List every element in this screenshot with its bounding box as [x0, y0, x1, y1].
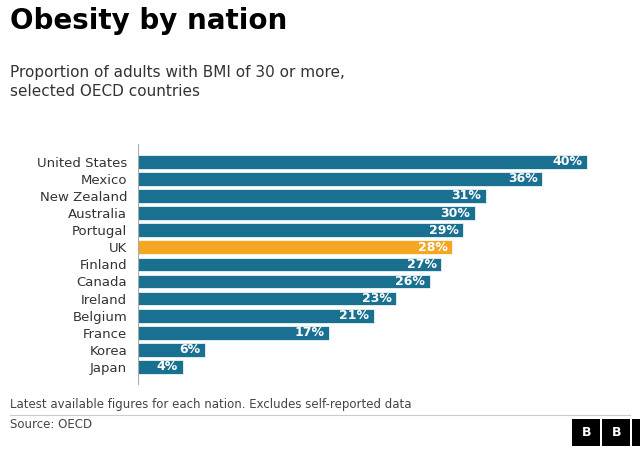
Text: 28%: 28%	[418, 241, 448, 254]
Bar	[138, 257, 441, 271]
Text: Obesity by nation: Obesity by nation	[10, 7, 287, 35]
Bar	[138, 240, 452, 254]
Bar	[138, 274, 430, 288]
Text: Source: OECD: Source: OECD	[10, 418, 92, 431]
Text: B: B	[612, 426, 621, 439]
Text: 23%: 23%	[362, 292, 392, 305]
Text: 31%: 31%	[452, 189, 481, 202]
Bar	[138, 155, 587, 169]
Bar	[138, 189, 486, 203]
Text: 26%: 26%	[396, 275, 425, 288]
Bar	[138, 172, 542, 186]
Text: 4%: 4%	[157, 360, 178, 374]
Text: 27%: 27%	[406, 258, 436, 271]
Bar	[138, 292, 396, 306]
Text: 40%: 40%	[552, 155, 582, 168]
Text: 30%: 30%	[440, 207, 470, 220]
Bar	[138, 326, 328, 340]
Bar	[138, 206, 475, 220]
Bar	[138, 343, 205, 357]
Text: Proportion of adults with BMI of 30 or more,
selected OECD countries: Proportion of adults with BMI of 30 or m…	[10, 65, 344, 99]
Bar	[138, 360, 182, 374]
Text: 29%: 29%	[429, 224, 459, 237]
Text: 6%: 6%	[179, 343, 200, 356]
Text: Latest available figures for each nation. Excludes self-reported data: Latest available figures for each nation…	[10, 398, 411, 411]
Bar	[138, 223, 463, 237]
Text: 36%: 36%	[508, 172, 538, 185]
Bar	[138, 309, 374, 323]
Text: B: B	[582, 426, 591, 439]
Text: 21%: 21%	[339, 309, 369, 322]
Text: 17%: 17%	[294, 326, 324, 339]
